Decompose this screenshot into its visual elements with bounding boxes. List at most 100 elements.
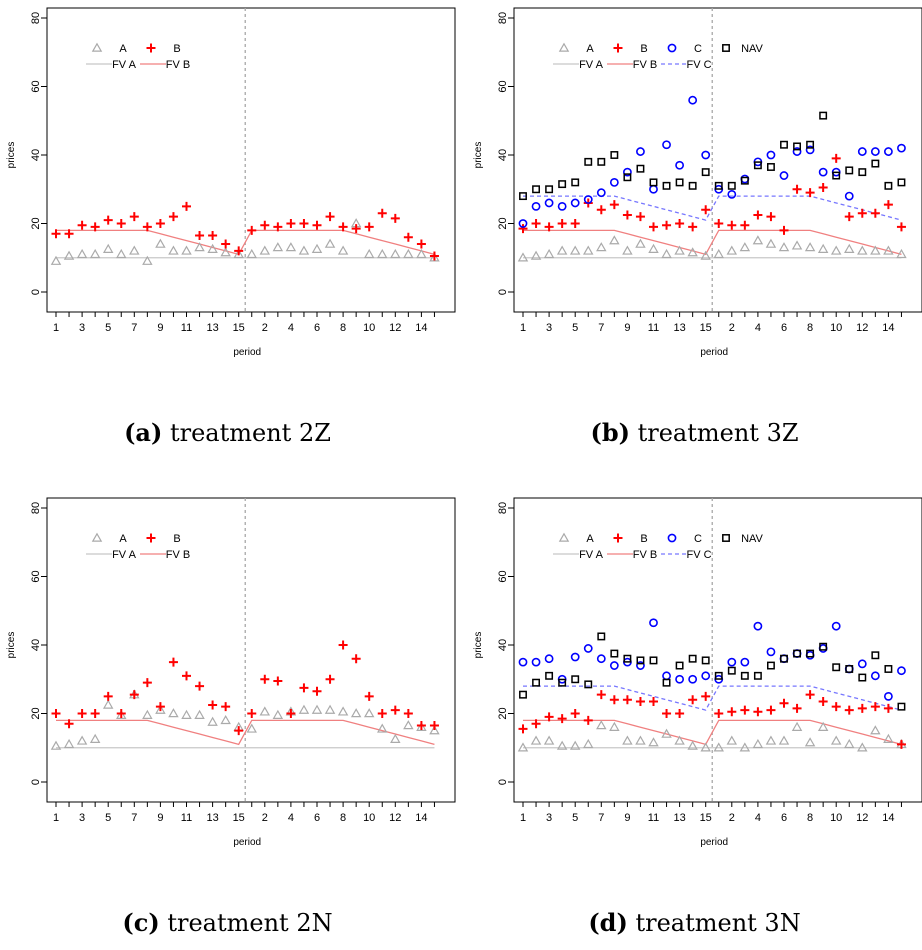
point-c	[675, 674, 684, 684]
legend-label-a: A	[119, 43, 127, 55]
point-nav	[727, 666, 736, 675]
legend-label-b: B	[640, 533, 647, 545]
point-a	[739, 742, 751, 752]
point-a	[76, 735, 88, 745]
point-b	[518, 224, 528, 234]
point-a	[102, 243, 114, 253]
point-nav	[597, 157, 606, 166]
y-tick-label: 20	[497, 217, 509, 229]
point-a	[116, 248, 127, 259]
point-a	[168, 245, 179, 255]
point-c	[701, 671, 711, 681]
caption-d: (d) treatment 3N	[467, 908, 922, 937]
caption-d-text: treatment 3N	[635, 909, 801, 937]
x-tick-label: 5	[105, 812, 111, 824]
point-b	[531, 219, 541, 228]
point-b	[531, 719, 541, 729]
point-a	[569, 740, 581, 750]
point-c	[688, 674, 698, 684]
caption-c: (c) treatment 2N	[0, 908, 455, 937]
y-axis-label: prices	[6, 632, 17, 659]
point-a	[883, 245, 894, 255]
x-tick-label: 2	[262, 322, 268, 334]
legend-label-b: B	[173, 533, 180, 545]
point-b	[403, 709, 413, 718]
point-nav	[597, 632, 606, 641]
x-tick-label: 13	[673, 812, 685, 824]
point-a	[403, 248, 414, 259]
point-b	[221, 239, 231, 249]
point-b	[64, 719, 74, 729]
x-tick-label: 15	[700, 812, 712, 824]
point-b	[129, 212, 139, 222]
point-b	[129, 690, 139, 700]
point-b	[714, 709, 724, 718]
point-b	[753, 707, 763, 717]
legend-marker-b	[146, 533, 156, 543]
x-tick-label: 2	[729, 322, 735, 334]
series-nav	[519, 111, 906, 201]
x-tick-label: 8	[340, 812, 346, 824]
point-nav	[780, 654, 788, 663]
legend-label-nav: NAV	[741, 43, 763, 55]
point-a	[350, 708, 362, 718]
point-b	[51, 709, 61, 718]
x-tick-label: 15	[233, 322, 245, 334]
point-b	[766, 705, 776, 715]
point-nav	[545, 185, 554, 194]
point-b	[103, 215, 113, 225]
point-c	[766, 647, 776, 657]
x-tick-label: 3	[79, 322, 85, 334]
legend-label-fv-a: FV A	[579, 59, 604, 71]
point-b	[662, 709, 672, 718]
point-nav	[545, 671, 554, 680]
point-b	[609, 200, 619, 210]
x-tick-label: 14	[882, 812, 894, 824]
point-nav	[858, 673, 867, 682]
point-c	[570, 652, 580, 662]
point-a	[883, 733, 894, 743]
point-a	[648, 737, 659, 747]
point-b	[596, 205, 606, 215]
point-nav	[532, 678, 540, 687]
point-a	[804, 242, 816, 252]
x-tick-label: 12	[856, 812, 868, 824]
x-tick-label: 4	[755, 322, 761, 334]
point-c	[818, 167, 828, 177]
point-a	[181, 709, 192, 719]
point-b	[247, 225, 257, 235]
legend-label-c: C	[694, 43, 702, 55]
x-tick-label: 2	[262, 812, 268, 824]
x-tick-label: 1	[53, 812, 59, 824]
point-b	[351, 654, 361, 664]
x-tick-label: 5	[105, 322, 111, 334]
point-c	[701, 150, 711, 160]
point-a	[635, 735, 646, 745]
point-b	[260, 220, 270, 230]
point-a	[377, 723, 388, 733]
point-c	[727, 657, 737, 667]
point-nav	[897, 178, 906, 187]
point-a	[543, 735, 555, 745]
point-a	[76, 248, 88, 259]
series-a	[50, 218, 440, 265]
series-line-fv-c	[523, 685, 902, 711]
point-a	[246, 723, 257, 733]
point-b	[403, 232, 413, 242]
point-b	[221, 702, 231, 712]
point-b	[544, 712, 554, 722]
point-a	[609, 235, 620, 245]
point-a	[870, 245, 881, 255]
point-c	[596, 654, 606, 664]
legend-label-fv-b: FV B	[166, 59, 190, 71]
point-a	[857, 742, 868, 752]
point-a	[324, 238, 336, 248]
point-a	[390, 733, 401, 743]
x-tick-label: 12	[389, 812, 401, 824]
point-a	[752, 235, 764, 245]
point-b	[727, 707, 737, 717]
point-a	[739, 242, 751, 252]
series-b	[51, 201, 439, 261]
point-b	[155, 219, 165, 228]
point-b	[377, 709, 387, 718]
